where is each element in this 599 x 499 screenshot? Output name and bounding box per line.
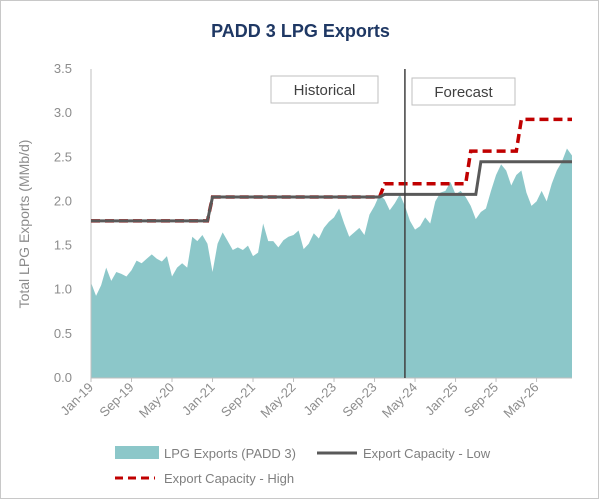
annotation-layer: Historical Forecast bbox=[270, 69, 516, 378]
x-tick-label: May-20 bbox=[136, 380, 177, 421]
x-tick-label: Sep-19 bbox=[96, 380, 136, 420]
legend-label-high: Export Capacity - High bbox=[164, 471, 294, 486]
historical-label-box bbox=[270, 75, 379, 104]
x-tick-label: Jan-23 bbox=[300, 380, 339, 419]
forecast-label: Forecast bbox=[434, 84, 493, 101]
series-area-lpg-exports bbox=[91, 148, 572, 378]
legend-label-area: LPG Exports (PADD 3) bbox=[164, 446, 296, 461]
y-tick-label: 2.5 bbox=[54, 149, 72, 164]
x-tick-label: Jan-19 bbox=[57, 380, 96, 419]
legend-label-low: Export Capacity - Low bbox=[363, 446, 491, 461]
y-tick-label: 1.5 bbox=[54, 238, 72, 253]
series-line-capacity-low bbox=[91, 160, 572, 223]
y-axis-label: Total LPG Exports (MMb/d) bbox=[16, 140, 32, 309]
x-tick-label: Sep-21 bbox=[218, 380, 258, 420]
y-tick-label: 0.0 bbox=[54, 370, 72, 385]
area-layer bbox=[91, 148, 572, 378]
y-tick-label: 2.0 bbox=[54, 193, 72, 208]
y-tick-label: 1.0 bbox=[54, 282, 72, 297]
x-tick-label: Sep-25 bbox=[461, 380, 501, 420]
x-tick-label: Jan-25 bbox=[422, 380, 461, 419]
x-tick-label: May-26 bbox=[500, 380, 541, 421]
x-tick-label: Jan-21 bbox=[179, 380, 218, 419]
forecast-label-box bbox=[411, 77, 516, 106]
axes-layer bbox=[90, 69, 572, 382]
legend: LPG Exports (PADD 3) Export Capacity - L… bbox=[115, 446, 491, 486]
x-tick-label: May-24 bbox=[379, 380, 420, 421]
y-tick-label: 0.5 bbox=[54, 326, 72, 341]
historical-label: Historical bbox=[294, 82, 356, 99]
y-tick-label: 3.5 bbox=[54, 61, 72, 76]
x-tick-label: Sep-23 bbox=[339, 380, 379, 420]
legend-swatch-area bbox=[115, 446, 159, 459]
chart-title: PADD 3 LPG Exports bbox=[211, 21, 390, 41]
y-tick-label: 3.0 bbox=[54, 105, 72, 120]
x-tick-label: May-22 bbox=[257, 380, 298, 421]
lines-layer bbox=[91, 117, 572, 223]
